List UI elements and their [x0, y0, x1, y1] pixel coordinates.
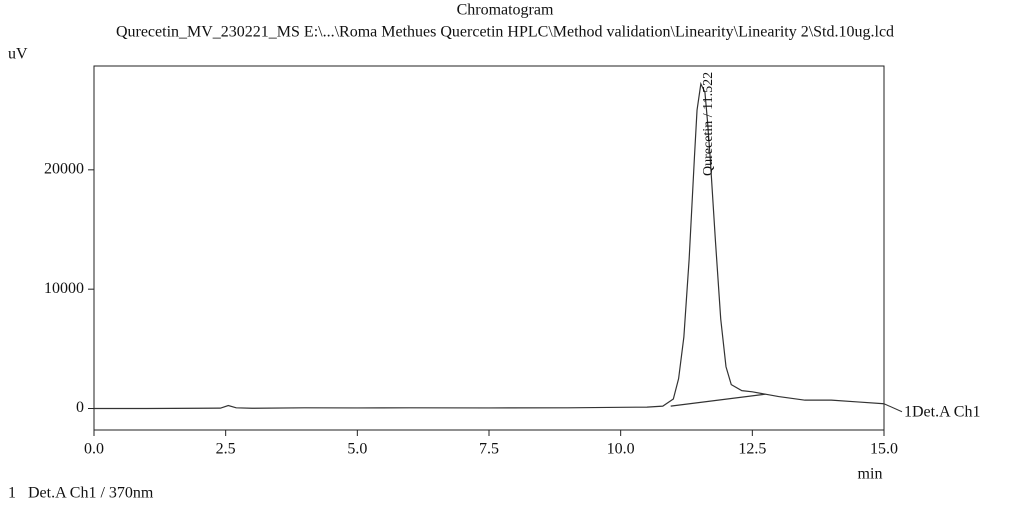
x-tick-label: 0.0	[84, 441, 104, 458]
x-tick-label: 12.5	[738, 441, 766, 458]
y-tick-label: 20000	[44, 161, 84, 178]
y-tick-label: 0	[76, 399, 84, 416]
plot-frame	[93, 65, 885, 431]
y-tick-label: 10000	[44, 280, 84, 297]
chart-subtitle: Qurecetin_MV_230221_MS E:\...\Roma Methu…	[116, 24, 894, 41]
footer: 1 Det.A Ch1 / 370nm	[8, 485, 154, 502]
y-axis-label: uV	[8, 46, 28, 63]
x-tick-label: 2.5	[216, 441, 236, 458]
x-tick-label: 7.5	[479, 441, 499, 458]
series-label: 1Det.A Ch1	[904, 403, 980, 420]
trace	[670, 393, 766, 407]
x-tick-label: 10.0	[607, 441, 635, 458]
trace	[94, 81, 885, 410]
x-tick-label: 15.0	[870, 441, 898, 458]
series-label-leader	[883, 403, 903, 413]
x-tick-label: 5.0	[347, 441, 367, 458]
x-axis-label: min	[858, 466, 883, 483]
peak-annotation: Qurecetin / 11.522	[701, 72, 716, 176]
chart-title: Chromatogram	[457, 2, 554, 19]
